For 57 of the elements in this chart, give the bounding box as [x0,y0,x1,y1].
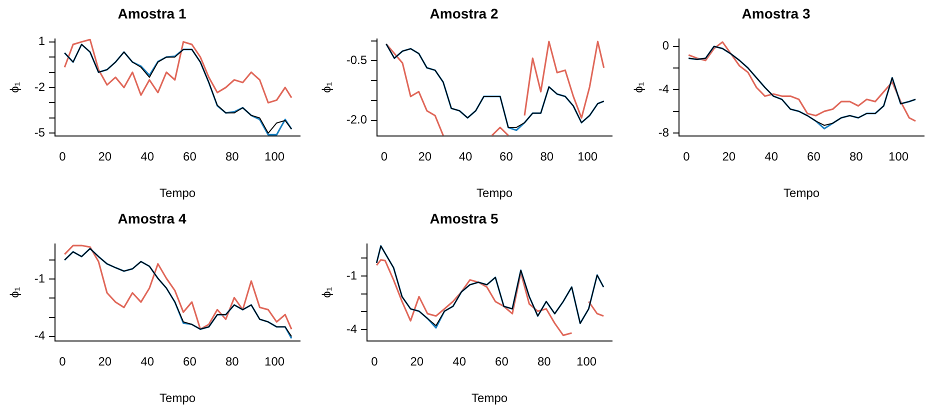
y-tick-label: -2.0 [346,112,368,127]
y-tick-label: -1 [346,268,358,282]
x-tick-label: 0 [59,150,66,164]
x-tick-label: 40 [140,354,154,369]
chart-title: Amostra 1 [118,5,186,22]
x-tick-label: 60 [807,150,821,164]
x-tick-label: 20 [722,150,736,164]
x-axis-title: Tempo [160,186,196,200]
y-axis-title: ϕ₁ [320,287,334,298]
x-tick-label: 100 [888,150,909,164]
chart-title: Amostra 2 [430,5,498,22]
chart-title: Amostra 5 [430,210,498,226]
y-tick-label: -8 [658,125,670,140]
y-tick-label: -0.5 [346,52,368,67]
x-tick-label: 60 [183,354,197,369]
x-tick-label: 40 [764,150,778,164]
y-tick-label: 1 [38,34,46,48]
x-axis-title: Tempo [160,391,196,406]
x-tick-label: 80 [540,150,554,164]
y-tick-label: -5 [34,125,46,140]
x-tick-label: 0 [371,354,378,369]
y-tick-label: -4 [658,82,670,96]
x-tick-label: 20 [98,150,112,164]
x-tick-label: 20 [410,354,424,369]
x-axis-title: Tempo [472,391,508,406]
x-tick-label: 40 [452,354,466,369]
y-axis-title: ϕ₁ [632,82,646,93]
x-tick-label: 40 [458,150,473,164]
x-tick-label: 60 [183,150,197,164]
x-tick-label: 80 [225,354,240,369]
y-axis-title: ϕ₁ [8,82,22,93]
y-axis-title: ϕ₁ [320,82,334,93]
x-tick-label: 40 [140,150,154,164]
chart-title: Amostra 3 [742,5,810,22]
x-tick-label: 20 [418,150,432,164]
x-tick-label: 60 [500,150,514,164]
y-tick-label: -4 [346,322,358,336]
chart-title: Amostra 4 [118,210,186,226]
x-tick-label: 100 [576,354,597,369]
y-tick-label: -4 [34,328,46,343]
x-tick-label: 60 [495,354,509,369]
y-tick-label: 0 [662,38,670,53]
x-axis-title: Tempo [476,186,513,200]
x-tick-label: 0 [380,150,388,164]
x-tick-label: 80 [537,354,552,369]
x-tick-label: 100 [578,150,598,164]
x-tick-label: 80 [849,150,864,164]
x-tick-label: 80 [225,150,240,164]
y-axis-title: ϕ₁ [8,287,22,298]
x-tick-label: 20 [98,354,112,369]
y-tick-label: -2 [34,80,46,94]
x-tick-label: 0 [683,150,690,164]
x-tick-label: 100 [264,150,285,164]
y-tick-label: -1 [34,271,46,286]
x-tick-label: 100 [264,354,285,369]
x-axis-title: Tempo [784,186,820,200]
x-tick-label: 0 [59,354,66,369]
